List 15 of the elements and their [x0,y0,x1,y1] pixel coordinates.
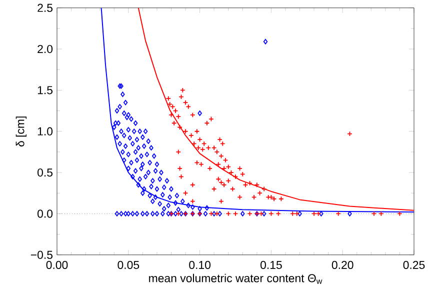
x-tick-label: 0.25 [403,260,425,270]
y-axis-title: δ [cm] [16,116,27,147]
y-tick-label: 2.5 [38,4,53,12]
x-tick-label: 0.00 [46,260,68,270]
x-tick-label: 0.20 [332,260,354,270]
y-tick-label: 1.5 [38,86,53,94]
y-tick-label: 2.0 [38,45,53,54]
y-tick-label: −0.5 [30,250,53,259]
y-tick-label: 1.0 [38,127,53,136]
x-axis-title: mean volumetric water content Θ$_{w}$ [149,274,322,284]
x-tick-label: 0.05 [118,260,140,270]
x-tick-label: 0.15 [260,260,282,270]
x-tick-label: 0.10 [189,260,210,270]
y-tick-label: 0.5 [38,168,53,177]
y-tick-label: 0.0 [38,210,53,218]
